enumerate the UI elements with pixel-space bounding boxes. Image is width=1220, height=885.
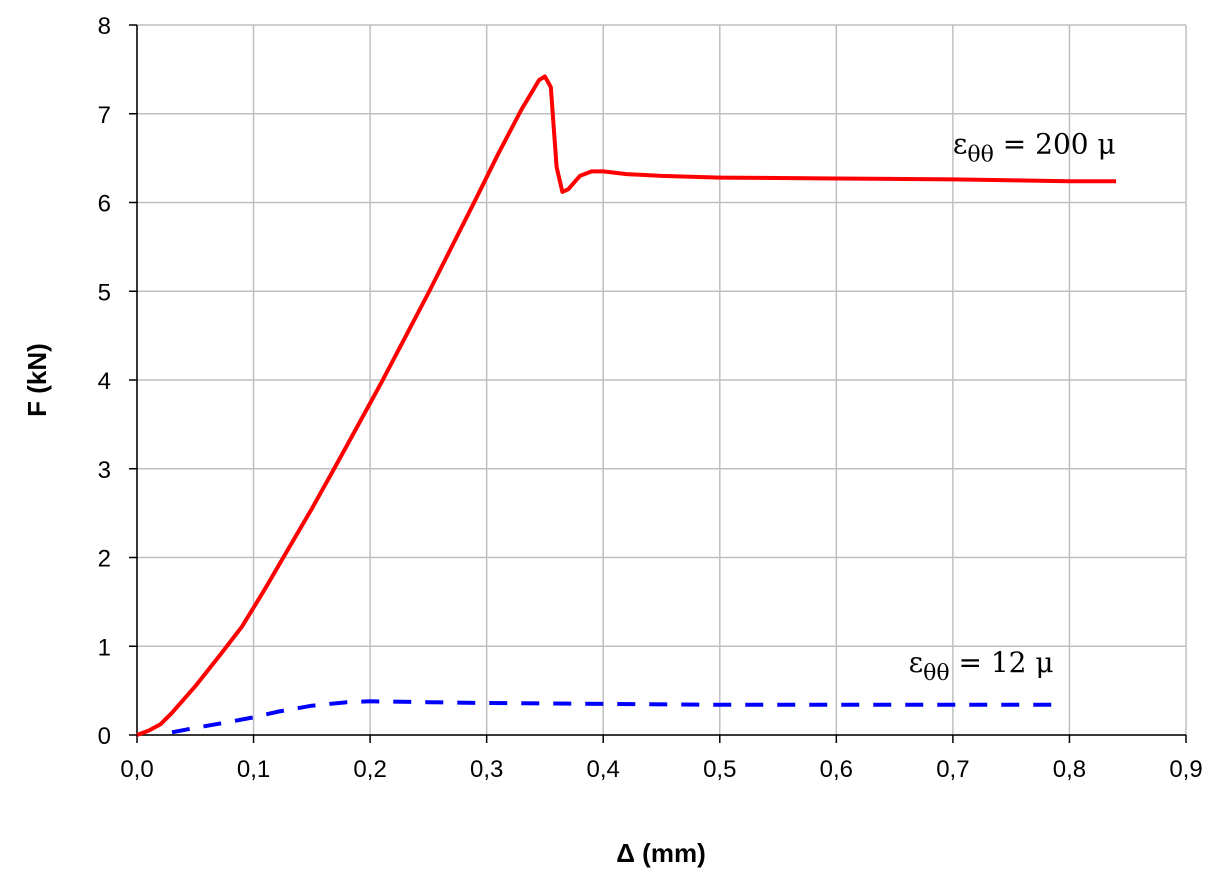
y-tick-label: 4 [98,368,111,395]
annotation-12: εθθ = 12 μ [909,646,1054,686]
annotation-symbol: ε [909,646,924,679]
annotation-200: εθθ = 200 μ [953,128,1116,168]
annotation-subscript: θθ [967,143,994,168]
y-tick-label: 2 [98,546,111,573]
y-tick-label: 6 [98,191,111,218]
y-axis-title: F (kN) [22,343,52,417]
tick-labels: 0,0 0,1 0,2 0,3 0,4 0,5 0,6 0,7 0,8 0,9 0 1 2 3 4 5 6 7 8 [98,13,1203,783]
y-tick-label: 8 [98,13,111,40]
annotation-subscript: θθ [923,661,950,686]
annotation-value: = 200 μ [994,128,1116,161]
x-tick-label: 0,9 [1169,756,1202,783]
annotation-symbol: ε [953,128,968,161]
y-tick-label: 7 [98,102,111,129]
x-tick-label: 0,4 [587,756,620,783]
x-tick-label: 0,8 [1053,756,1086,783]
x-tick-label: 0,2 [353,756,386,783]
x-axis-title: Δ (mm) [616,838,705,868]
series-layer [136,74,1117,737]
x-tick-label: 0,3 [470,756,503,783]
y-tick-label: 0 [98,723,111,750]
series-line-12 [171,699,1058,735]
x-tick-label: 0,6 [820,756,853,783]
x-tick-label: 0,1 [237,756,270,783]
annotation-value: = 12 μ [950,646,1054,679]
axes [129,24,1187,743]
x-tick-label: 0,0 [120,756,153,783]
x-tick-label: 0,7 [936,756,969,783]
y-tick-label: 3 [98,457,111,484]
series-line-200 [136,74,1117,737]
y-tick-label: 5 [98,279,111,306]
x-tick-label: 0,5 [703,756,736,783]
y-tick-label: 1 [98,634,111,661]
